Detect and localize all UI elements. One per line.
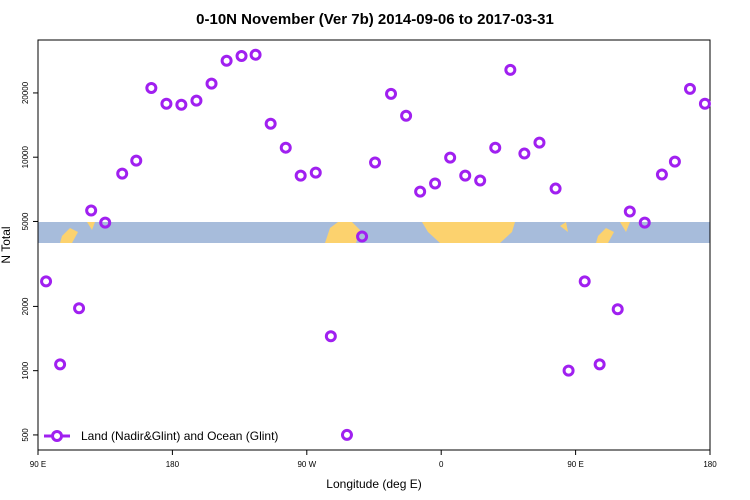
point	[324, 330, 337, 343]
point	[175, 98, 188, 111]
y-axis-label: N Total	[0, 226, 13, 263]
point	[249, 48, 262, 61]
point	[130, 154, 143, 167]
point	[205, 77, 218, 90]
point	[683, 82, 696, 95]
point	[668, 155, 681, 168]
point	[444, 151, 457, 164]
point	[459, 169, 472, 182]
point	[73, 302, 86, 315]
point	[593, 358, 606, 371]
point	[698, 97, 711, 110]
point	[429, 177, 442, 190]
point	[116, 167, 129, 180]
point	[369, 156, 382, 169]
legend-label: Land (Nadir&Glint) and Ocean (Glint)	[81, 429, 278, 443]
point	[562, 364, 575, 377]
point	[309, 166, 322, 179]
y-tick-label: 10000	[21, 146, 30, 169]
x-tick-label: 90 W	[297, 460, 316, 469]
chart-title: 0-10N November (Ver 7b) 2014-09-06 to 20…	[196, 11, 554, 28]
point	[340, 428, 353, 441]
point	[190, 94, 203, 107]
y-tick-label: 5000	[21, 212, 30, 230]
y-tick-label: 20000	[21, 81, 30, 104]
point	[85, 204, 98, 217]
point	[40, 275, 53, 288]
plot-frame	[37, 39, 711, 451]
point	[356, 230, 369, 243]
x-tick-label: 180	[703, 460, 717, 469]
point	[611, 303, 624, 316]
point	[504, 63, 517, 76]
point	[294, 169, 307, 182]
x-tick-label: 180	[166, 460, 180, 469]
x-tick-label: 0	[439, 460, 444, 469]
point	[54, 358, 67, 371]
point	[533, 136, 546, 149]
point	[99, 216, 112, 229]
point	[474, 174, 487, 187]
y-tick-label: 1000	[21, 361, 30, 379]
point	[489, 141, 502, 154]
map-band	[38, 222, 710, 243]
y-tick-label: 2000	[21, 297, 30, 315]
point	[655, 168, 668, 181]
x-tick-label: 90 E	[30, 460, 46, 469]
point	[578, 275, 591, 288]
y-tick-label: 500	[21, 428, 30, 442]
point	[235, 49, 248, 62]
point	[414, 185, 427, 198]
point	[518, 147, 531, 160]
point	[638, 216, 651, 229]
point	[385, 87, 398, 100]
point	[400, 109, 413, 122]
point	[279, 141, 292, 154]
x-tick-label: 90 E	[567, 460, 583, 469]
x-axis-label: Longitude (deg E)	[326, 477, 421, 491]
legend: Land (Nadir&Glint) and Ocean (Glint)	[44, 429, 278, 443]
point	[145, 81, 158, 94]
point	[160, 97, 173, 110]
point	[623, 205, 636, 218]
point	[549, 182, 562, 195]
legend-marker	[51, 430, 63, 442]
point	[220, 54, 233, 67]
point	[264, 117, 277, 130]
